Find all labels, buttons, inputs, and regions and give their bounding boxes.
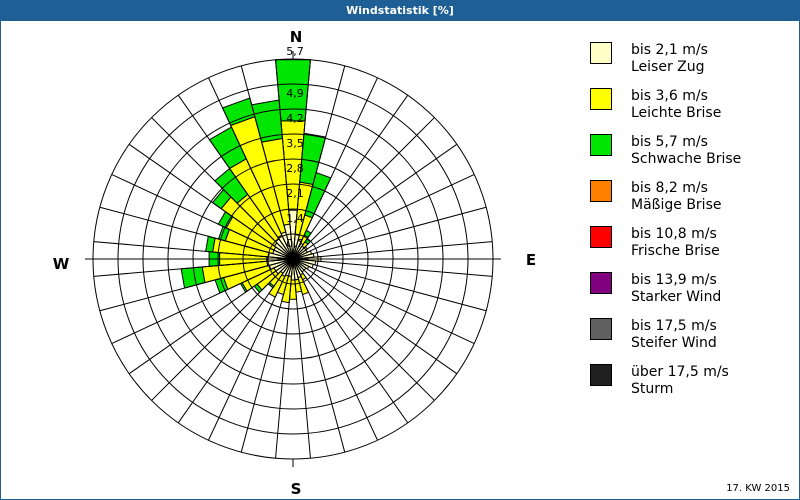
legend-swatch bbox=[590, 180, 612, 202]
radial-tick-label: 2,8 bbox=[286, 162, 304, 175]
radial-tick-label: 4,2 bbox=[286, 112, 304, 125]
radial-tick-label: 2,1 bbox=[286, 187, 304, 200]
grid-spoke bbox=[275, 59, 294, 260]
grid-spoke bbox=[111, 174, 294, 260]
legend-swatch bbox=[590, 272, 612, 294]
radial-tick-label: 4,9 bbox=[286, 87, 304, 100]
legend-speed: bis 8,2 m/s bbox=[631, 180, 708, 196]
grid-spoke bbox=[292, 143, 458, 260]
chart-title: Windstatistik [%] bbox=[0, 0, 800, 21]
grid-spoke bbox=[292, 174, 475, 260]
radial-tick-label: 0,7 bbox=[286, 237, 304, 250]
legend-swatch bbox=[590, 42, 612, 64]
grid-spoke bbox=[128, 143, 294, 260]
grid-spoke bbox=[292, 94, 409, 260]
grid-spoke bbox=[292, 258, 475, 344]
legend-label: Leichte Brise bbox=[631, 105, 722, 121]
legend-label: Starker Wind bbox=[631, 289, 722, 305]
grid-spoke bbox=[292, 258, 435, 401]
period-label: 17. KW 2015 bbox=[726, 483, 790, 494]
grid-spoke bbox=[292, 258, 311, 459]
legend-speed: bis 3,6 m/s bbox=[631, 88, 708, 104]
wind-rose-chart: 0,7 1,4 2,1 2,8 3,5 4,2 4,9 5,7 N E S W bbox=[53, 28, 536, 498]
legend-swatch bbox=[590, 134, 612, 156]
direction-label-east: E bbox=[526, 251, 536, 269]
wind-rose-tick-labels: 0,7 1,4 2,1 2,8 3,5 4,2 4,9 5,7 bbox=[286, 45, 304, 250]
grid-spoke bbox=[177, 258, 294, 424]
grid-spoke bbox=[275, 258, 294, 459]
legend-speed: bis 5,7 m/s bbox=[631, 134, 708, 150]
grid-spoke bbox=[292, 59, 311, 260]
grid-spoke bbox=[240, 65, 294, 260]
grid-spoke bbox=[292, 77, 378, 260]
grid-spoke bbox=[208, 258, 294, 441]
grid-spoke bbox=[292, 258, 378, 441]
radial-tick-label: 1,4 bbox=[286, 212, 304, 225]
legend-swatch bbox=[590, 318, 612, 340]
grid-spoke bbox=[151, 117, 294, 260]
legend-swatch bbox=[590, 364, 612, 386]
grid-spoke bbox=[292, 258, 493, 277]
grid-spoke bbox=[208, 77, 294, 260]
grid-spoke bbox=[292, 241, 493, 260]
legend-speed: bis 2,1 m/s bbox=[631, 42, 708, 58]
grid-spoke bbox=[292, 258, 458, 375]
radial-tick-label: 5,7 bbox=[286, 45, 304, 58]
direction-label-north: N bbox=[290, 28, 303, 46]
grid-spoke bbox=[292, 65, 346, 260]
grid-spoke bbox=[151, 258, 294, 401]
legend-speed: bis 10,8 m/s bbox=[631, 226, 717, 242]
grid-spoke bbox=[99, 258, 294, 312]
grid-spoke bbox=[292, 258, 346, 453]
legend-label: Mäßige Brise bbox=[631, 197, 722, 213]
grid-spoke bbox=[177, 94, 294, 260]
grid-spoke bbox=[240, 258, 294, 453]
legend-label: Sturm bbox=[631, 381, 674, 397]
grid-spoke bbox=[93, 258, 294, 277]
grid-spoke bbox=[111, 258, 294, 344]
direction-label-west: W bbox=[53, 255, 70, 273]
legend-speed: bis 17,5 m/s bbox=[631, 318, 717, 334]
legend-swatch bbox=[590, 88, 612, 110]
wind-sector-bar bbox=[180, 266, 206, 289]
legend-label: Leiser Zug bbox=[631, 59, 705, 75]
center-hub bbox=[287, 253, 299, 265]
legend-speed: bis 13,9 m/s bbox=[631, 272, 717, 288]
legend-label: Frische Brise bbox=[631, 243, 720, 259]
grid-spoke bbox=[128, 258, 294, 375]
grid-spoke bbox=[292, 258, 409, 424]
legend-label: Schwache Brise bbox=[631, 151, 742, 167]
legend-speed: über 17,5 m/s bbox=[631, 364, 729, 380]
legend-label: Steifer Wind bbox=[631, 335, 717, 351]
grid-spoke bbox=[99, 206, 294, 260]
direction-label-south: S bbox=[291, 480, 302, 498]
wind-rose-grid bbox=[85, 51, 501, 467]
radial-tick-label: 3,5 bbox=[286, 137, 304, 150]
grid-spoke bbox=[93, 241, 294, 260]
legend-swatch bbox=[590, 226, 612, 248]
grid-spoke bbox=[292, 206, 487, 260]
grid-spoke bbox=[292, 258, 487, 312]
grid-spoke bbox=[292, 117, 435, 260]
